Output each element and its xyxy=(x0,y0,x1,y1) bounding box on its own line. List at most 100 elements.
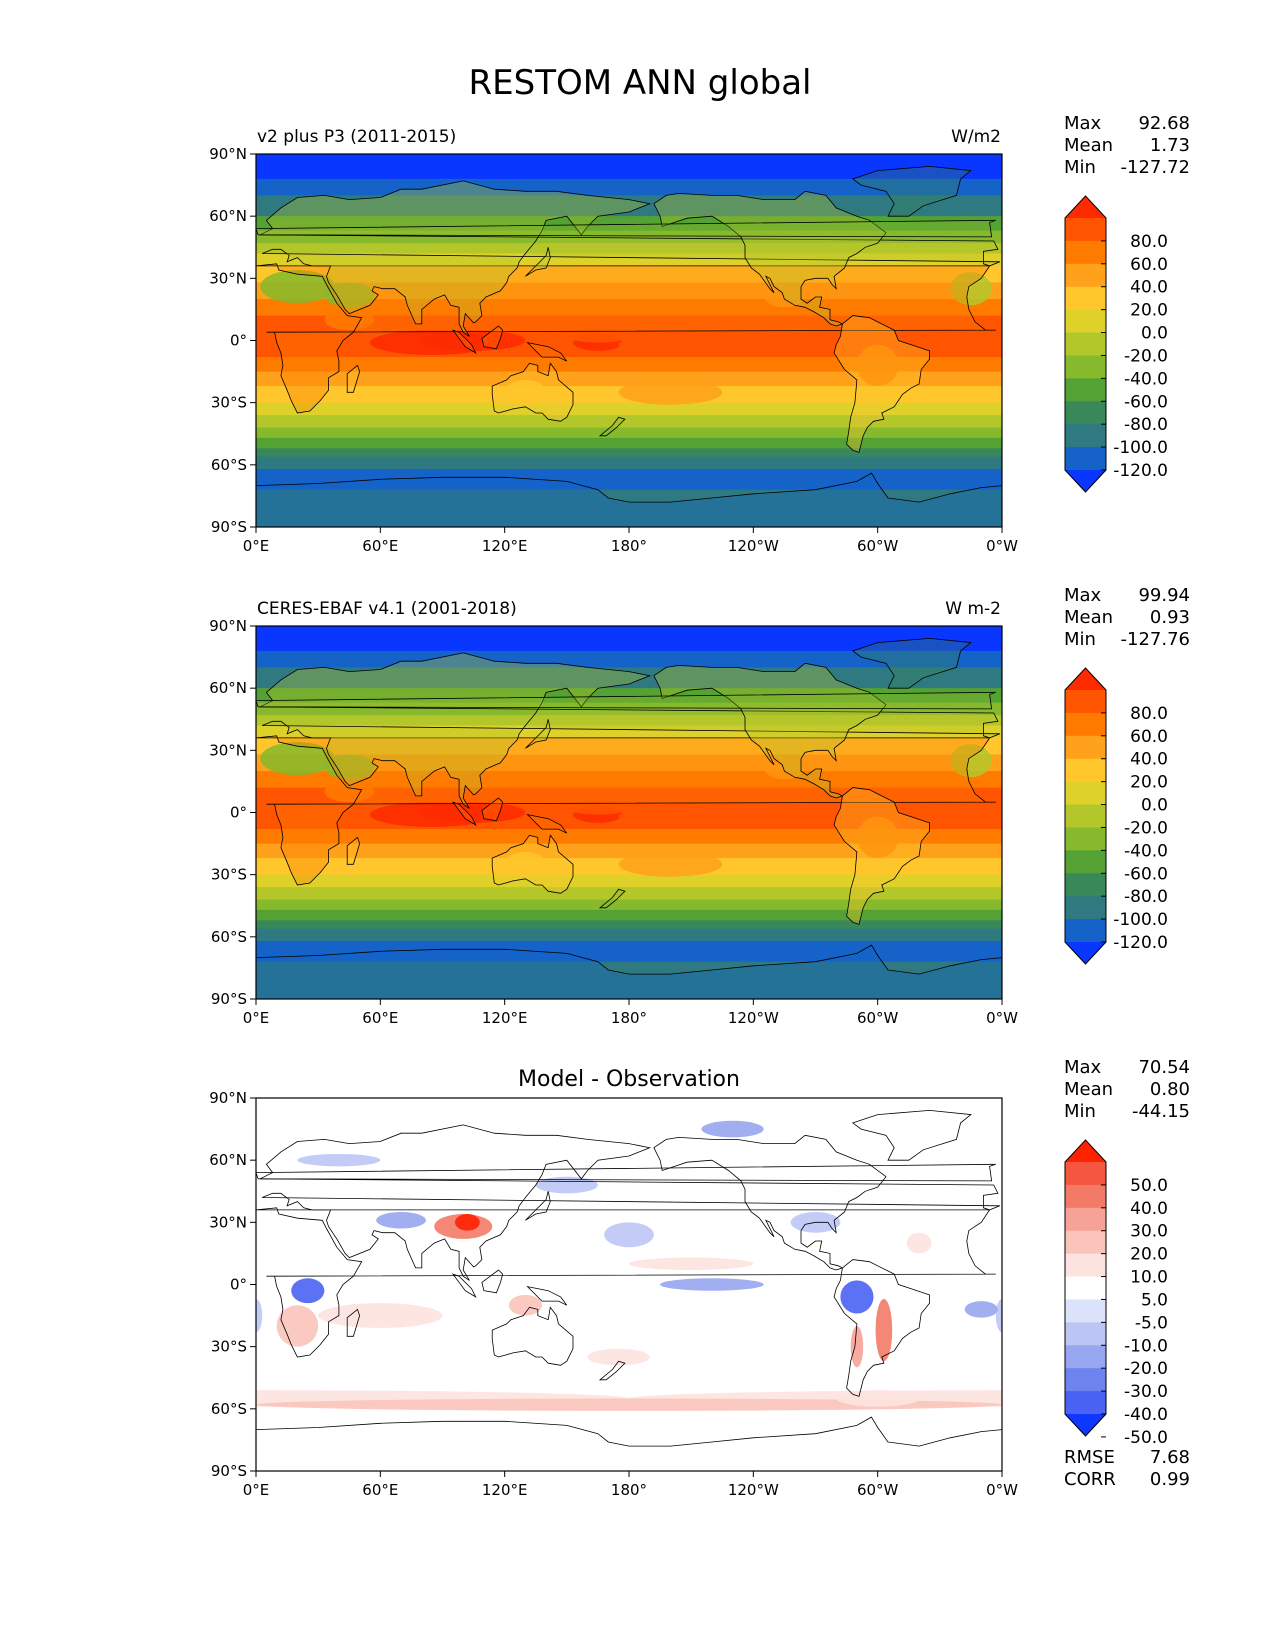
field-feature-1 xyxy=(421,802,526,823)
field-band-14 xyxy=(256,874,1002,888)
colorbar-segment xyxy=(1065,1184,1106,1209)
field-band-15 xyxy=(256,415,1002,429)
field-feature-5 xyxy=(324,309,375,331)
colorbar-label: 0.0 xyxy=(1141,796,1168,816)
stats-block: Max 70.54 Mean 0.80 Min -44.15 xyxy=(1064,1057,1190,1122)
colorbar-label: -40.0 xyxy=(1124,1405,1168,1425)
colorbar-segment xyxy=(1065,240,1106,265)
field-band-7 xyxy=(256,737,1002,755)
stat-value-max: 70.54 xyxy=(1138,1057,1190,1078)
field-band-15 xyxy=(256,887,1002,901)
colorbar-segment xyxy=(1065,919,1106,943)
map-field xyxy=(256,1098,1002,1471)
xtick-label: 0°E xyxy=(243,1009,270,1027)
coastline-newGuinea xyxy=(526,813,568,834)
ytick-label: 60°S xyxy=(211,456,247,474)
ytick-label: 0° xyxy=(230,1276,247,1294)
colorbar-label: -60.0 xyxy=(1124,392,1168,412)
coastline-antarctica xyxy=(256,1416,1002,1471)
colorbar-label: 20.0 xyxy=(1130,301,1168,321)
colorbar-label: -20.0 xyxy=(1124,818,1168,838)
coastline-australia xyxy=(491,834,574,894)
coastline-sumatra xyxy=(451,1273,477,1298)
field-band-6 xyxy=(256,725,1002,739)
colorbar-segment xyxy=(1065,424,1106,448)
stat-value-mean: 0.93 xyxy=(1150,607,1190,628)
colorbar-extend-max xyxy=(1065,1140,1106,1162)
colorbar-segment xyxy=(1065,735,1106,760)
field-band-16 xyxy=(256,427,1002,439)
colorbar-label: -5.0 xyxy=(1135,1313,1168,1333)
field-feature-6 xyxy=(260,270,335,304)
colorbar-segment xyxy=(1065,873,1106,897)
field-background xyxy=(256,1098,1002,1471)
field-anomaly-2 xyxy=(376,1211,426,1229)
coastline-sumatra xyxy=(451,801,477,826)
field-band-0 xyxy=(256,626,1002,652)
ytick-label: 90°S xyxy=(211,518,247,536)
field-anomaly-4 xyxy=(454,1214,480,1231)
map-panel-3: Model - Observation 90°N 60°N 30°N 0° 30°S 60°… xyxy=(209,1057,1190,1499)
colorbar-label: 40.0 xyxy=(1130,1199,1168,1219)
coastline-britain xyxy=(256,1163,996,1182)
field-anomaly-8 xyxy=(875,1299,893,1362)
ytick-label: 60°N xyxy=(209,207,247,225)
field-band-12 xyxy=(256,371,1002,387)
colorbar-label: 60.0 xyxy=(1130,255,1168,275)
field-band-5 xyxy=(256,243,1002,254)
colorbar-segment xyxy=(1065,1162,1106,1186)
field-band-6 xyxy=(256,253,1002,267)
colorbar-segment xyxy=(1065,850,1106,874)
xtick-label: 120°E xyxy=(482,1009,528,1027)
colorbar-segment xyxy=(1065,378,1106,402)
colorbar-segment xyxy=(1065,758,1106,783)
colorbar-label: -30.0 xyxy=(1124,1382,1168,1402)
coastline-britain xyxy=(256,691,996,710)
field-feature-3 xyxy=(618,334,743,356)
field-anomaly-6 xyxy=(660,1278,764,1291)
colorbar-label: 5.0 xyxy=(1141,1290,1168,1310)
field-anomaly-15 xyxy=(906,1232,932,1254)
coastline-southAmerica xyxy=(833,1259,930,1397)
colorbar-label: -60.0 xyxy=(1124,864,1168,884)
stat-label-mean: Mean xyxy=(1064,607,1113,628)
metrics-block: RMSE 7.68 CORR 0.99 xyxy=(1064,1447,1190,1490)
colorbar-label: 50.0 xyxy=(1130,1176,1168,1196)
map-field xyxy=(256,626,1002,999)
colorbar-extend-min xyxy=(1065,470,1106,492)
colorbar-label: -40.0 xyxy=(1124,369,1168,389)
field-band-7 xyxy=(256,265,1002,283)
colorbar-segment xyxy=(1065,1276,1106,1301)
coastline-australia xyxy=(491,362,574,422)
colorbar-extend-min xyxy=(1065,942,1106,964)
colorbar-label: 20.0 xyxy=(1130,1245,1168,1265)
coastline-japan xyxy=(525,719,551,749)
metric-label-rmse: RMSE xyxy=(1064,1447,1115,1468)
field-anomaly-16 xyxy=(256,1299,263,1333)
colorbar-extend-max xyxy=(1065,668,1106,690)
coastline-northAmerica xyxy=(653,662,887,799)
field-feature-10 xyxy=(763,282,806,308)
field-anomaly-wrap-16 xyxy=(995,1299,1002,1333)
coastline-antarctica xyxy=(256,944,1002,999)
colorbar: 50.0 40.0 30.0 20.0 10.05.0 -5.0 -10.0 -20.0 -30… xyxy=(1064,1139,1168,1448)
colorbar-label: -120.0 xyxy=(1113,461,1168,481)
coastline-eurasia xyxy=(259,1124,1001,1281)
ytick-label: 0° xyxy=(230,804,247,822)
ytick-label: 0° xyxy=(230,332,247,350)
field-anomaly-21 xyxy=(297,1153,381,1167)
coastline-africa xyxy=(256,1207,996,1358)
colorbar-label: -80.0 xyxy=(1124,415,1168,435)
xtick-label: 120°W xyxy=(728,1009,779,1027)
xtick-label: 60°W xyxy=(857,1481,899,1499)
coastline-greenland xyxy=(851,637,972,689)
coastline-newZealand xyxy=(598,416,626,437)
colorbar-label: -120.0 xyxy=(1113,933,1168,953)
field-feature-11 xyxy=(618,379,723,405)
field-anomaly-10 xyxy=(276,1305,319,1347)
colorbar-label: -100.0 xyxy=(1113,438,1168,458)
colorbar-segment xyxy=(1065,447,1106,471)
colorbar-segment xyxy=(1065,309,1106,334)
stat-value-mean: 0.80 xyxy=(1150,1079,1190,1100)
coastline-eurasia xyxy=(259,652,1001,809)
